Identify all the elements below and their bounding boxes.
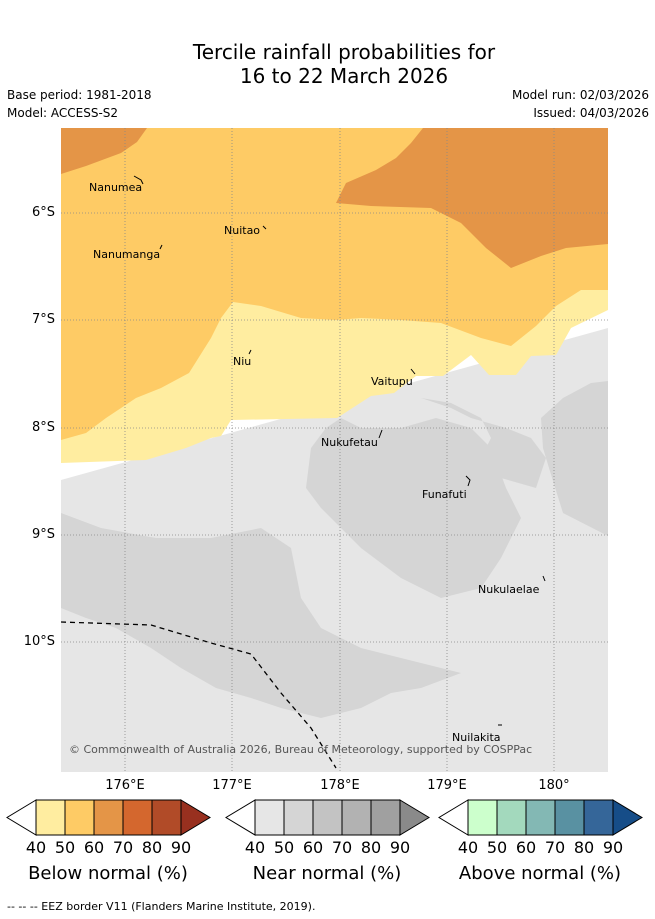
lon-label-176: 176°E	[105, 778, 145, 793]
island-mark-nuitao	[262, 225, 267, 230]
lon-label-179: 179°E	[427, 778, 467, 793]
map-title-line1: Tercile rainfall probabilities for	[192, 40, 496, 64]
colorbar-above-tick-90: 90	[602, 838, 624, 857]
colorbar-above-seg-80	[583, 799, 614, 836]
island-label-nanumea: Nanumea	[89, 181, 143, 194]
near-normal-50-region-central	[401, 392, 546, 488]
colorbar-above-tick-70: 70	[544, 838, 566, 857]
issued-date: Issued: 04/03/2026	[533, 106, 649, 120]
model-run: Model run: 02/03/2026	[511, 88, 649, 102]
colorbar-above-seg-50	[496, 799, 527, 836]
lat-label-8s: 8°S	[31, 420, 55, 435]
eez-border	[61, 621, 337, 769]
colorbar-below-frame	[35, 799, 182, 836]
island-label-nuitao: Nuitao	[224, 224, 261, 237]
colorbar-above-tick-50: 50	[486, 838, 508, 857]
colorbar-near-seg-80	[370, 799, 401, 836]
colorbar-near-seg-50	[283, 799, 314, 836]
near-normal-50-region-east	[541, 381, 608, 536]
lat-label-6s: 6°S	[31, 205, 55, 220]
colorbar-above-tick-40: 40	[457, 838, 479, 857]
island-label-nukufetau: Nukufetau	[321, 436, 378, 449]
colorbar-near-tick-40: 40	[244, 838, 266, 857]
lat-label-9s: 9°S	[31, 527, 55, 542]
colorbar-near-seg-40	[254, 799, 285, 836]
colorbar-near-tick-90: 90	[389, 838, 411, 857]
colorbar-below-tick-50: 50	[54, 838, 76, 857]
lat-label-7s: 7°S	[31, 312, 55, 327]
colorbar-below-tick-70: 70	[112, 838, 134, 857]
island-marks	[133, 175, 546, 726]
island-mark-nukulaelae	[542, 575, 546, 582]
colorbar-below-seg-70	[122, 799, 153, 836]
colorbar-above-frame	[467, 799, 614, 836]
lon-label-178: 178°E	[320, 778, 360, 793]
island-mark-nukufetau	[378, 429, 383, 439]
colorbar-near-upper-arrow	[399, 799, 430, 836]
island-label-funafuti: Funafuti	[422, 488, 467, 501]
eez-legend-footer: -- -- -- EEZ border V11 (Flanders Marine…	[7, 900, 316, 913]
near-normal-50-region-south	[306, 418, 521, 598]
colorbar-near-seg-70	[341, 799, 372, 836]
colorbar-below-normal	[6, 799, 211, 836]
colorbar-above-title: Above normal (%)	[458, 863, 622, 884]
colorbar-above-upper-arrow	[612, 799, 643, 836]
colorbar-above-normal	[438, 799, 643, 836]
lat-label-10s: 10°S	[23, 634, 55, 649]
island-mark-funafuti	[465, 475, 471, 487]
colorbar-below-lower-arrow	[6, 799, 37, 836]
colorbar-below-seg-40	[35, 799, 66, 836]
near-normal-50-region-west	[61, 513, 461, 718]
below-normal-60-region-east	[336, 128, 608, 268]
colorbar-near-tick-60: 60	[302, 838, 324, 857]
colorbar-below-upper-arrow	[180, 799, 211, 836]
colorbar-above-seg-70	[554, 799, 585, 836]
island-mark-vaitupu	[410, 368, 416, 375]
colorbar-below-tick-90: 90	[170, 838, 192, 857]
colorbar-near-tick-50: 50	[273, 838, 295, 857]
colorbar-near-title: Near normal (%)	[252, 863, 402, 884]
colorbar-near-normal	[225, 799, 430, 836]
colorbar-above-tick-80: 80	[573, 838, 595, 857]
map-title-line2: 16 to 22 March 2026	[239, 64, 449, 88]
colorbar-near-seg-60	[312, 799, 343, 836]
island-label-nukulaelae: Nukulaelae	[478, 583, 540, 596]
colorbar-below-seg-80	[151, 799, 182, 836]
island-label-niu: Niu	[233, 355, 252, 368]
colorbar-near-tick-80: 80	[360, 838, 382, 857]
copyright-notice: © Commonwealth of Australia 2026, Bureau…	[69, 743, 533, 756]
island-label-vaitupu: Vaitupu	[371, 375, 413, 388]
colorbar-above-seg-60	[525, 799, 556, 836]
forecast-map	[61, 128, 608, 772]
colorbar-below-title: Below normal (%)	[28, 863, 188, 884]
island-mark-niu	[248, 349, 252, 355]
colorbar-below-tick-60: 60	[83, 838, 105, 857]
below-normal-60-region-west	[61, 128, 147, 174]
colorbar-above-tick-60: 60	[515, 838, 537, 857]
colorbar-near-lower-arrow	[225, 799, 256, 836]
colorbar-near-tick-70: 70	[331, 838, 353, 857]
colorbar-near-frame	[254, 799, 401, 836]
model-name: Model: ACCESS-S2	[7, 106, 119, 120]
island-label-nuilakita: Nuilakita	[452, 731, 501, 744]
island-mark-nanumea	[133, 175, 144, 185]
lon-label-180: 180°	[538, 778, 570, 793]
colorbar-below-seg-50	[64, 799, 95, 836]
colorbar-below-seg-60	[93, 799, 124, 836]
base-period: Base period: 1981-2018	[7, 88, 152, 102]
colorbar-below-tick-80: 80	[141, 838, 163, 857]
lon-label-177: 177°E	[212, 778, 252, 793]
colorbar-below-tick-40: 40	[25, 838, 47, 857]
island-mark-nanumanga	[159, 244, 163, 250]
colorbar-above-seg-40	[467, 799, 498, 836]
island-label-nanumanga: Nanumanga	[93, 248, 161, 261]
graticule	[61, 128, 608, 772]
colorbar-above-lower-arrow	[438, 799, 469, 836]
